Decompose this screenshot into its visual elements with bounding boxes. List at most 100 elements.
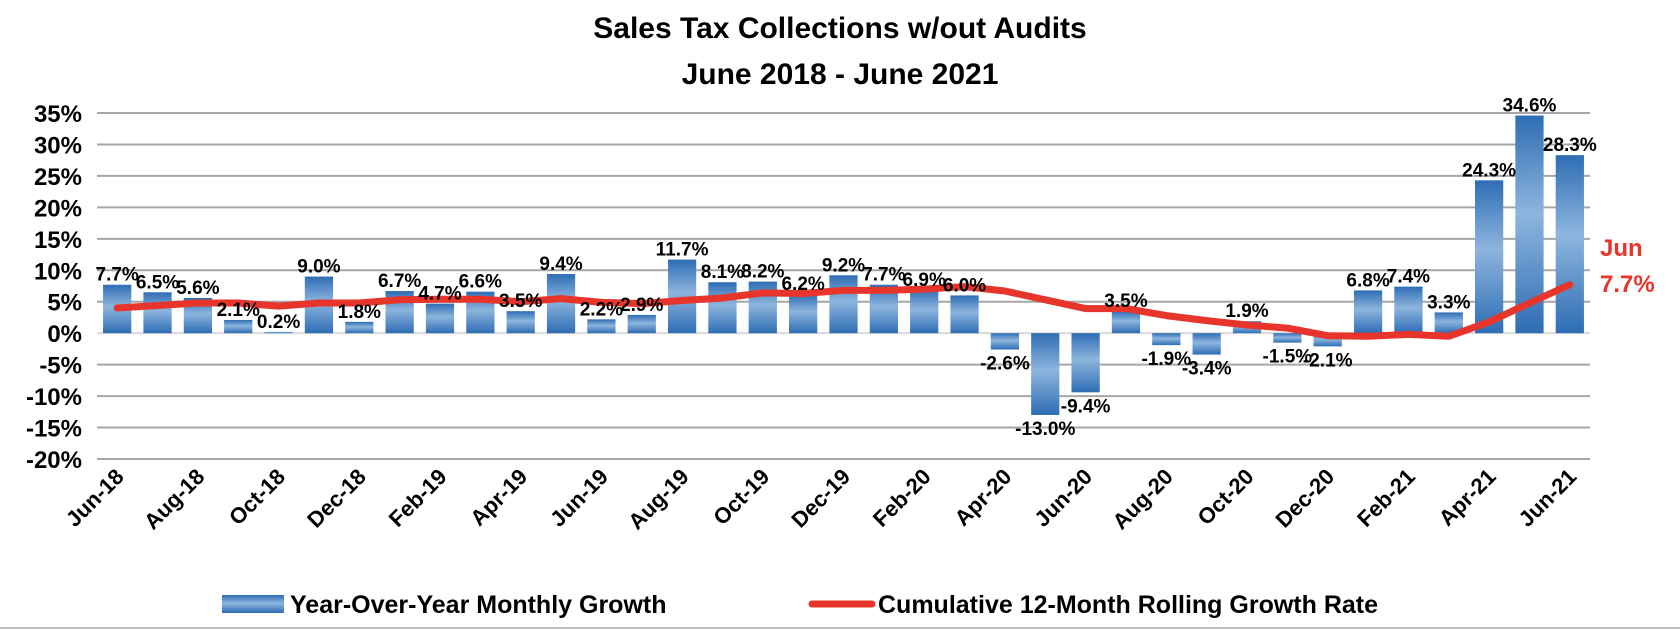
bar-apr-21 [1474,180,1504,334]
data-label: 6.9% [903,270,946,291]
x-axis: Jun-18 Aug-18 Oct-18 Dec-18 Feb-19 Apr-19 Jun-… [61,464,1581,534]
data-label: 8.1% [701,262,744,283]
x-tick-label: Jun-18 [61,464,129,532]
data-label: 7.7% [96,265,139,286]
data-label: 3.5% [1104,291,1147,312]
data-label: 6.8% [1346,270,1389,291]
x-tick-label: Apr-19 [465,464,532,531]
bar-apr-19 [506,311,535,334]
rolling-growth-line [113,281,1574,340]
bar-may-20 [1031,333,1060,415]
data-label: 9.0% [297,257,340,278]
data-label: 9.2% [822,255,865,276]
x-tick-label: Dec-18 [302,464,371,533]
data-label: 7.7% [862,265,905,286]
x-tick-label: Aug-20 [1107,464,1177,534]
data-label: -13.0% [1015,419,1075,440]
data-label: -1.9% [1141,349,1191,370]
y-tick-label: -10% [26,384,82,411]
data-label: 2.1% [217,300,260,321]
data-label: 24.3% [1462,160,1516,181]
y-tick-label: -15% [26,416,82,443]
y-tick-label: 15% [34,227,82,254]
bar-mar-20 [950,295,979,334]
bar-apr-20 [990,333,1020,350]
data-label: -2.6% [980,354,1030,375]
bar-dec-18 [345,321,374,334]
gridlines [97,112,1590,460]
bar-dec-19 [829,275,858,334]
y-tick-label: 30% [34,132,82,159]
bar-may-19 [546,274,576,334]
data-label: 8.2% [741,262,784,283]
x-tick-label: Apr-21 [1434,464,1501,531]
bar-jun-21 [1555,155,1584,334]
x-tick-label: Oct-18 [224,464,290,530]
data-label: 3.3% [1427,292,1470,313]
bar-feb-21 [1394,286,1423,334]
bar-oct-19 [748,281,777,334]
bar-jun-20 [1071,333,1100,393]
chart-subtitle: June 2018 - June 2021 [682,58,999,91]
annotation-month: Jun [1600,235,1643,262]
y-tick-label: 35% [34,101,82,128]
x-tick-label: Jun-19 [545,464,613,532]
data-labels: 7.7%6.5%5.6%2.1%0.2%9.0%1.8%6.7%4.7%6.6%… [96,96,1597,440]
legend-bar-swatch [222,595,284,613]
data-label: -1.5% [1263,347,1313,368]
y-tick-label: 5% [47,290,82,317]
bar-aug-20 [1152,333,1181,346]
bar-sep-18 [224,319,253,334]
bar-series [103,115,1584,415]
data-label: 6.7% [378,271,421,292]
x-tick-label: Dec-20 [1271,464,1340,533]
data-label: 6.0% [943,275,986,296]
bar-mar-21 [1434,312,1463,334]
data-label: 0.2% [257,312,300,333]
x-tick-label: Aug-18 [139,464,209,534]
data-label: -9.4% [1061,396,1111,417]
legend: Year-Over-Year Monthly Growth Cumulative… [222,591,1378,619]
bar-sep-20 [1192,333,1221,355]
data-label: 5.6% [176,278,219,299]
data-label: 7.4% [1387,267,1430,288]
x-tick-label: Feb-21 [1352,464,1420,532]
x-tick-label: Apr-20 [949,464,1016,531]
y-tick-label: 20% [34,195,82,222]
bar-nov-19 [789,294,818,334]
x-tick-label: Oct-20 [1192,464,1258,530]
x-tick-label: Aug-19 [623,464,693,534]
data-label: 1.9% [1225,301,1268,322]
data-label: -3.4% [1182,359,1232,380]
bar-feb-20 [910,289,939,334]
data-label: 6.5% [136,272,179,293]
legend-line-label: Cumulative 12-Month Rolling Growth Rate [878,591,1378,619]
y-tick-label: -5% [39,353,82,380]
y-tick-label: 25% [34,164,82,191]
bar-aug-19 [667,259,697,334]
data-label: 4.7% [418,284,461,305]
annotation-value: 7.7% [1600,271,1655,298]
x-tick-label: Jun-21 [1514,464,1582,532]
data-label: 3.5% [499,291,542,312]
legend-bar-label: Year-Over-Year Monthly Growth [290,591,667,619]
x-tick-label: Feb-20 [868,464,936,532]
data-label: 6.2% [781,274,824,295]
bar-oct-18 [264,331,293,334]
data-label: 2.2% [580,299,623,320]
x-tick-label: Dec-19 [786,464,855,533]
bar-nov-20 [1273,333,1302,343]
chart-title: Sales Tax Collections w/out Audits [593,12,1086,45]
y-tick-label: -20% [26,447,82,474]
bar-jan-21 [1353,290,1383,334]
data-label: -2.1% [1303,350,1353,371]
data-label: 6.6% [459,272,502,293]
data-label: 28.3% [1543,135,1597,156]
bar-feb-19 [425,303,455,334]
x-tick-label: Oct-19 [708,464,774,530]
x-tick-label: Jun-20 [1029,464,1097,532]
bar-sep-19 [708,282,737,334]
data-label: 34.6% [1503,96,1557,117]
bar-jun-19 [587,319,616,334]
